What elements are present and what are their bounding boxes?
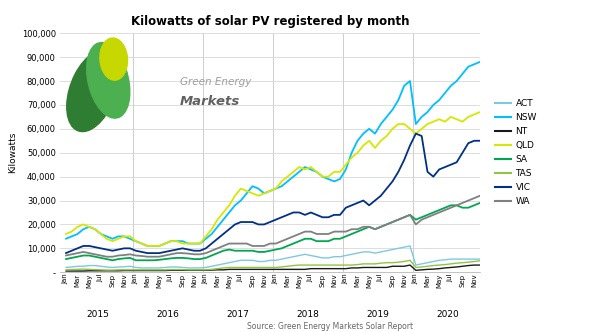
NSW xyxy=(62,237,70,241)
NT xyxy=(62,269,70,273)
TAS xyxy=(406,258,413,262)
QLD xyxy=(144,244,151,248)
NSW xyxy=(476,60,484,64)
VIC xyxy=(62,251,70,255)
Text: 2018: 2018 xyxy=(296,310,319,319)
SA xyxy=(301,237,308,241)
QLD xyxy=(121,234,128,238)
Line: NT: NT xyxy=(66,265,480,271)
VIC xyxy=(161,250,169,254)
Line: TAS: TAS xyxy=(66,260,480,270)
WA xyxy=(348,227,355,231)
Text: Green Energy: Green Energy xyxy=(180,77,251,87)
Text: 2017: 2017 xyxy=(226,310,250,319)
TAS xyxy=(103,268,110,272)
NSW xyxy=(121,234,128,238)
ACT xyxy=(208,264,215,268)
WA xyxy=(103,255,110,259)
QLD xyxy=(476,110,484,114)
SA xyxy=(167,256,175,260)
NSW xyxy=(348,151,355,155)
QLD xyxy=(167,239,175,243)
SA xyxy=(348,232,355,236)
Ellipse shape xyxy=(100,38,127,80)
NSW xyxy=(144,244,151,248)
ACT xyxy=(406,244,413,248)
NT xyxy=(121,269,128,273)
QLD xyxy=(331,170,338,174)
Line: VIC: VIC xyxy=(66,133,480,253)
NT xyxy=(325,267,332,271)
Y-axis label: Kilowatts: Kilowatts xyxy=(8,132,17,173)
WA xyxy=(167,252,175,256)
Text: Source: Green Energy Markets Solar Report: Source: Green Energy Markets Solar Repor… xyxy=(247,322,413,331)
NT xyxy=(161,269,169,273)
VIC xyxy=(342,206,349,210)
NT xyxy=(342,267,349,271)
Line: SA: SA xyxy=(66,203,480,260)
NSW xyxy=(331,179,338,183)
SA xyxy=(109,258,116,262)
VIC xyxy=(412,131,419,135)
VIC xyxy=(325,215,332,219)
TAS xyxy=(348,263,355,267)
TAS xyxy=(453,261,460,265)
QLD xyxy=(62,232,70,236)
NT xyxy=(296,267,303,271)
Text: 2020: 2020 xyxy=(437,310,459,319)
ACT xyxy=(138,266,145,270)
TAS xyxy=(301,263,308,267)
VIC xyxy=(296,210,303,214)
ACT xyxy=(476,257,484,261)
WA xyxy=(476,194,484,198)
ACT xyxy=(348,252,355,256)
Text: Markets: Markets xyxy=(180,95,240,108)
TAS xyxy=(62,268,70,272)
WA xyxy=(331,230,338,234)
ACT xyxy=(62,266,70,270)
ACT xyxy=(331,255,338,259)
NT xyxy=(476,263,484,267)
Text: 2019: 2019 xyxy=(367,310,389,319)
QLD xyxy=(301,167,308,171)
WA xyxy=(208,249,215,253)
NT xyxy=(406,263,413,267)
SA xyxy=(476,201,484,205)
TAS xyxy=(476,259,484,263)
QLD xyxy=(348,155,355,159)
Line: WA: WA xyxy=(66,196,480,257)
VIC xyxy=(476,139,484,143)
TAS xyxy=(331,263,338,267)
Ellipse shape xyxy=(86,42,130,118)
VIC xyxy=(202,246,209,250)
ACT xyxy=(453,257,460,261)
Line: ACT: ACT xyxy=(66,246,480,268)
QLD xyxy=(208,227,215,231)
Legend: ACT, NSW, NT, QLD, SA, TAS, VIC, WA: ACT, NSW, NT, QLD, SA, TAS, VIC, WA xyxy=(493,98,539,208)
SA xyxy=(331,237,338,241)
TAS xyxy=(208,267,215,271)
ACT xyxy=(121,265,128,269)
WA xyxy=(301,230,308,234)
VIC xyxy=(121,246,128,250)
SA xyxy=(127,256,134,260)
TAS xyxy=(127,268,134,272)
NSW xyxy=(301,165,308,169)
SA xyxy=(208,254,215,258)
Ellipse shape xyxy=(67,50,119,131)
Text: 2016: 2016 xyxy=(157,310,179,319)
ACT xyxy=(301,252,308,256)
Line: QLD: QLD xyxy=(66,112,480,246)
Line: NSW: NSW xyxy=(66,62,480,246)
Title: Kilowatts of solar PV registered by month: Kilowatts of solar PV registered by mont… xyxy=(131,15,409,28)
NT xyxy=(202,268,209,272)
WA xyxy=(127,252,134,256)
NSW xyxy=(167,239,175,243)
NSW xyxy=(208,232,215,236)
WA xyxy=(62,254,70,258)
Text: 2015: 2015 xyxy=(86,310,109,319)
SA xyxy=(62,257,70,261)
